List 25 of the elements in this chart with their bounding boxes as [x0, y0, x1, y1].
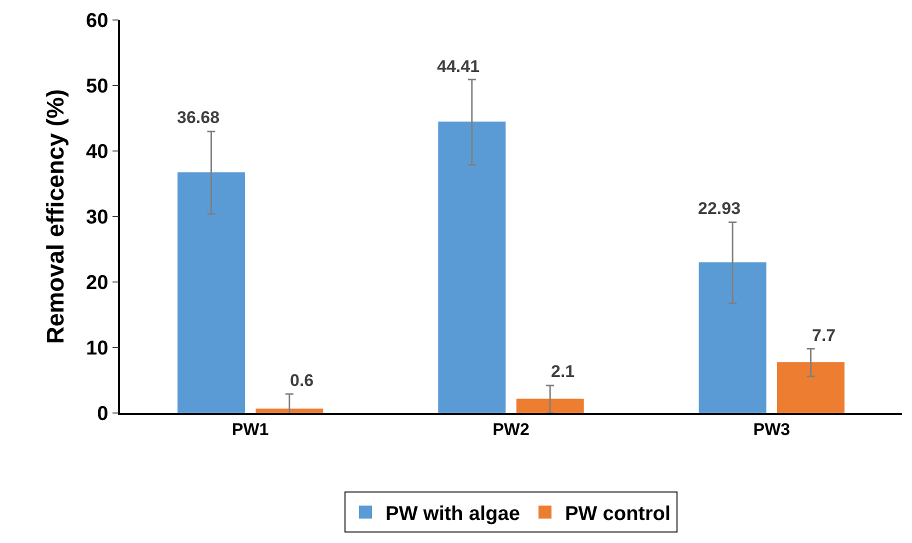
data-label: 22.93 — [698, 199, 741, 218]
x-tick-label: PW2 — [492, 420, 530, 440]
bar — [777, 362, 844, 413]
y-tick-label: 10 — [86, 338, 108, 360]
y-tick-label: 50 — [86, 76, 108, 98]
y-tick-label: 20 — [86, 272, 108, 294]
y-tick-label: 0 — [97, 403, 108, 425]
bar — [256, 408, 324, 413]
bar — [438, 122, 506, 413]
bar — [516, 398, 584, 413]
data-label: 0.6 — [290, 371, 314, 390]
y-axis-title: Removal efficency (%) — [42, 89, 70, 344]
data-label: 36.68 — [177, 108, 220, 127]
data-label: 7.7 — [812, 326, 836, 345]
y-tick-label: 60 — [86, 10, 108, 32]
legend-label: PW control — [564, 502, 671, 525]
data-label: 2.1 — [551, 362, 575, 381]
x-tick-label: PW3 — [753, 420, 790, 440]
y-tick-label: 40 — [86, 141, 108, 163]
x-tick-label: PW1 — [232, 420, 269, 440]
y-tick-label: 30 — [86, 206, 108, 228]
legend-label: PW with algae — [386, 502, 520, 525]
bar — [178, 172, 245, 413]
bar — [698, 262, 766, 413]
data-label: 44.41 — [437, 57, 480, 76]
